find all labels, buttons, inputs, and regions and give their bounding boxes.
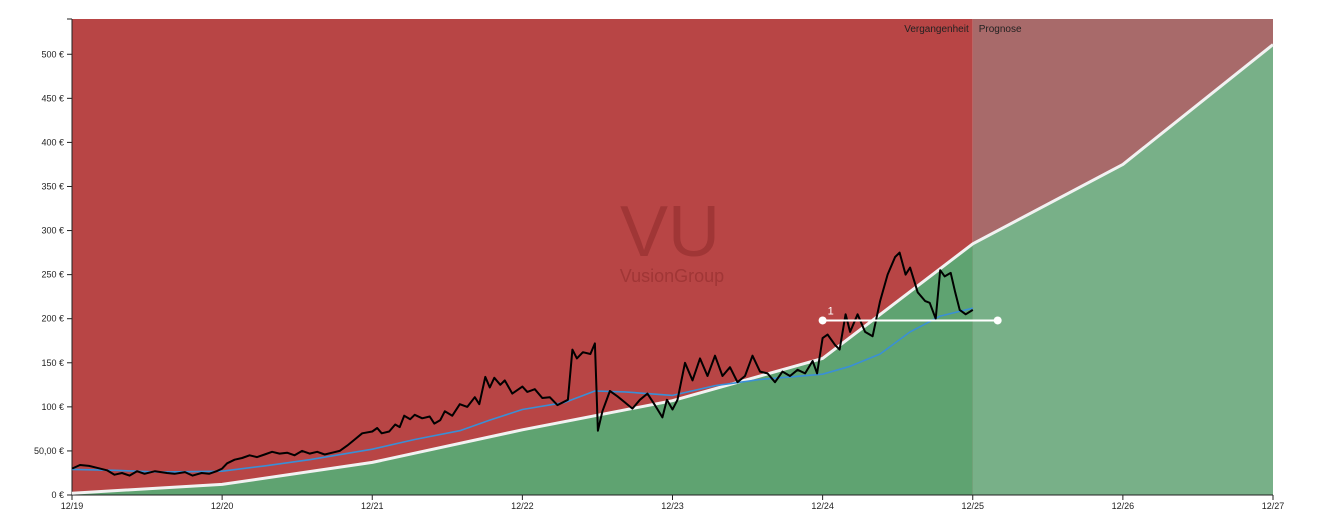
- y-tick-label: 0 €: [51, 490, 64, 500]
- price-line: [71, 251, 974, 477]
- fair-value-line: [71, 43, 1274, 495]
- y-tick-label: 450 €: [41, 93, 64, 103]
- past-band-label: Vergangenheit: [904, 24, 969, 35]
- band-labels: Vergangenheit Prognose: [904, 24, 1022, 35]
- x-tick-label: 12/25: [961, 501, 984, 511]
- reference-marker[interactable]: 1: [818, 305, 1002, 325]
- watermark-ticker: VU: [620, 192, 720, 272]
- watermark-company-name: VusionGroup: [620, 266, 724, 286]
- y-tick-label: 100 €: [41, 402, 64, 412]
- x-tick-label: 12/23: [661, 501, 684, 511]
- y-tick-label: 250 €: [41, 270, 64, 280]
- forecast-band-label: Prognose: [979, 24, 1022, 35]
- x-tick-label: 12/27: [1262, 501, 1285, 511]
- reference-line-end-handle[interactable]: [993, 316, 1002, 325]
- undervalued-zone-past: [72, 243, 973, 495]
- x-tick-label: 12/26: [1112, 501, 1135, 511]
- x-tick-label: 12/22: [511, 501, 534, 511]
- series: [71, 43, 1274, 495]
- axes: 0 € 50,00 € 100 € 150 € 200 € 250 € 300 € 350 €…: [34, 18, 1285, 511]
- valuation-background: [72, 19, 1273, 495]
- reference-line-label: 1: [828, 305, 834, 317]
- y-tick-label: 150 €: [41, 358, 64, 368]
- undervalued-zone-forecast: [972, 44, 1273, 495]
- reference-line-start-handle[interactable]: [818, 316, 827, 325]
- y-tick-label: 300 €: [41, 226, 64, 236]
- x-tick-label: 12/19: [61, 501, 84, 511]
- y-tick-label: 500 €: [41, 49, 64, 59]
- y-tick-label: 50,00 €: [34, 446, 64, 456]
- x-tick-label: 12/24: [811, 501, 834, 511]
- y-tick-label: 200 €: [41, 314, 64, 324]
- x-tick-label: 12/20: [211, 501, 234, 511]
- x-tick-label: 12/21: [361, 501, 384, 511]
- y-tick-label: 350 €: [41, 181, 64, 191]
- watermark: VU VusionGroup: [620, 192, 724, 286]
- y-tick-label: 400 €: [41, 137, 64, 147]
